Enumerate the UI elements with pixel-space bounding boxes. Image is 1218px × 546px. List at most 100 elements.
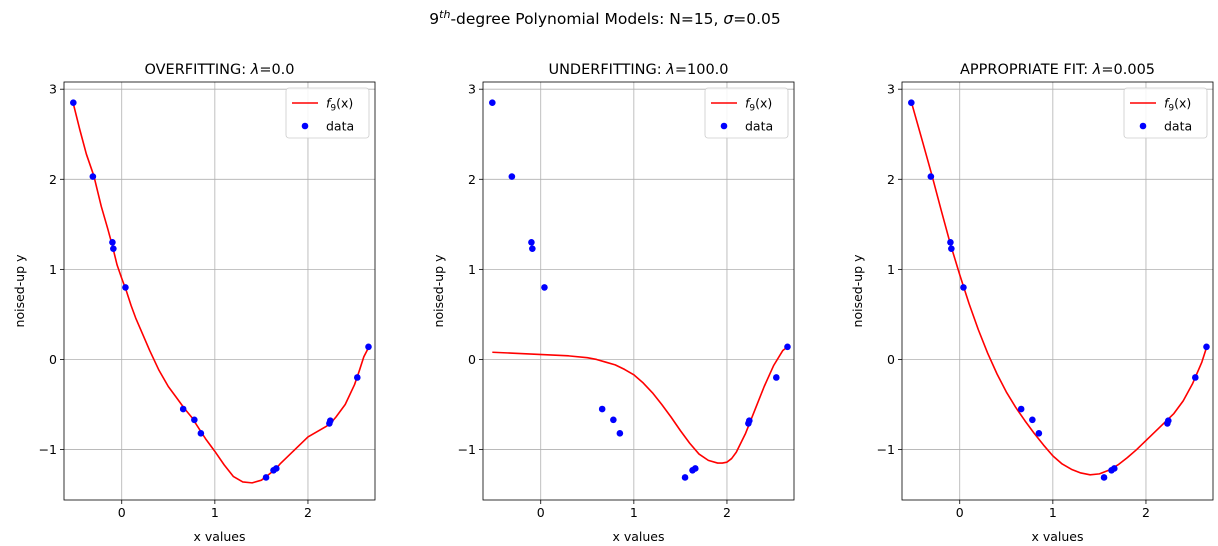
x-tick-label: 1 xyxy=(1049,505,1057,520)
legend-label-subscript: 9 xyxy=(1168,104,1174,114)
data-point xyxy=(1029,416,1036,424)
data-point xyxy=(365,343,372,351)
legend-dot-swatch xyxy=(301,122,309,130)
legend-label-part: (x) xyxy=(336,96,353,111)
subplot-title: APPROPRIATE FIT: λ=0.005 xyxy=(960,62,1155,78)
data-point xyxy=(908,99,915,107)
legend-label-part: (x) xyxy=(755,96,772,111)
y-tick-label: 2 xyxy=(468,172,476,187)
x-tick-label: 0 xyxy=(118,505,126,520)
y-tick-label: 2 xyxy=(49,172,57,187)
data-point xyxy=(508,173,516,180)
x-tick-label: 1 xyxy=(211,505,219,520)
y-tick-label: 0 xyxy=(887,352,895,367)
y-tick-label: 1 xyxy=(49,262,57,277)
title-part: APPROPRIATE FIT: xyxy=(960,62,1093,78)
data-point xyxy=(179,405,187,413)
data-point xyxy=(1100,474,1108,481)
legend-label-part: f xyxy=(745,96,751,111)
axes-frame xyxy=(482,81,795,501)
legend-label-data: data xyxy=(1164,119,1192,134)
data-point xyxy=(598,405,606,413)
y-tick-label: 0 xyxy=(49,352,57,367)
title-part: =0.0 xyxy=(259,62,294,78)
data-point xyxy=(541,284,548,291)
subplot-title: OVERFITTING: λ=0.0 xyxy=(144,62,294,78)
legend-label-part: f xyxy=(1164,96,1170,111)
legend-dot-swatch xyxy=(720,122,728,130)
data-point xyxy=(773,374,780,381)
fit-curve-line xyxy=(72,103,370,484)
x-tick-label: 2 xyxy=(304,505,312,520)
legend-label-data: data xyxy=(326,119,354,134)
legend-dot-swatch xyxy=(1139,122,1147,130)
legend-label-part: f xyxy=(326,96,332,111)
data-point xyxy=(1165,417,1172,425)
x-tick-label: 0 xyxy=(537,505,545,520)
data-point xyxy=(110,245,117,252)
legend-label-fit: f9(x) xyxy=(745,96,772,114)
data-point xyxy=(327,417,334,425)
data-point xyxy=(1017,405,1025,413)
x-axis-label: x values xyxy=(1031,529,1083,544)
y-tick-label: −1 xyxy=(877,442,895,457)
data-point xyxy=(191,416,198,424)
x-tick-label: 2 xyxy=(723,505,731,520)
fit-curve-line xyxy=(910,101,1208,476)
data-point xyxy=(197,430,205,437)
y-tick-label: 0 xyxy=(468,352,476,367)
data-point xyxy=(960,284,967,291)
legend-label-subscript: 9 xyxy=(330,104,336,114)
data-point xyxy=(616,430,624,437)
suptitle-part: -degree Polynomial Models: N=15, xyxy=(450,10,723,28)
legend-label-fit: f9(x) xyxy=(326,96,353,114)
data-point xyxy=(489,99,496,107)
suptitle-part: =0.05 xyxy=(733,10,781,28)
figure-suptitle: 9th-degree Polynomial Models: N=15, σ=0.… xyxy=(429,8,780,28)
y-tick-label: −1 xyxy=(458,442,476,457)
axes-frame xyxy=(901,81,1214,501)
subplot-title: UNDERFITTING: λ=100.0 xyxy=(548,62,728,78)
data-point xyxy=(122,284,129,291)
title-part: UNDERFITTING: xyxy=(548,62,666,78)
data-point xyxy=(784,343,791,351)
data-point xyxy=(1110,465,1118,472)
y-tick-label: 3 xyxy=(468,82,476,97)
legend-label-data: data xyxy=(745,119,773,134)
y-tick-label: 1 xyxy=(468,262,476,277)
data-point xyxy=(70,99,77,107)
data-point xyxy=(746,417,753,425)
data-point xyxy=(948,245,955,252)
data-point xyxy=(354,374,361,381)
y-axis-label: noised-up y xyxy=(12,254,27,328)
y-tick-label: 3 xyxy=(887,82,895,97)
data-point xyxy=(691,465,699,472)
data-point xyxy=(947,239,954,246)
legend-label-subscript: 9 xyxy=(749,104,755,114)
suptitle-superscript: th xyxy=(439,8,450,21)
x-axis-label: x values xyxy=(612,529,664,544)
data-point xyxy=(262,474,270,481)
y-tick-label: 3 xyxy=(49,82,57,97)
legend: f9(x) data xyxy=(704,87,789,139)
x-tick-label: 0 xyxy=(956,505,964,520)
data-point xyxy=(610,416,617,424)
subplot-panels: 0 1 2 −1 0 1 2 3 x values noised-up y OVERFITTING:… xyxy=(12,62,1214,544)
data-point xyxy=(1203,343,1210,351)
x-tick-label: 1 xyxy=(630,505,638,520)
data-point xyxy=(681,474,689,481)
title-lambda: λ xyxy=(1092,62,1102,78)
x-tick-label: 2 xyxy=(1142,505,1150,520)
y-tick-label: −1 xyxy=(39,442,57,457)
subplot-2: 0 1 2 −1 0 1 2 3 x values noised-up y UNDERFITTING… xyxy=(431,62,795,544)
title-part: OVERFITTING: xyxy=(144,62,250,78)
suptitle-part: 9 xyxy=(429,10,439,28)
data-point xyxy=(272,465,280,472)
suptitle-sigma: σ xyxy=(723,10,734,28)
legend-label-part: (x) xyxy=(1174,96,1191,111)
y-tick-label: 2 xyxy=(887,172,895,187)
legend: f9(x) data xyxy=(285,87,370,139)
data-point xyxy=(927,173,935,180)
data-point xyxy=(89,173,97,180)
title-lambda: λ xyxy=(665,62,675,78)
